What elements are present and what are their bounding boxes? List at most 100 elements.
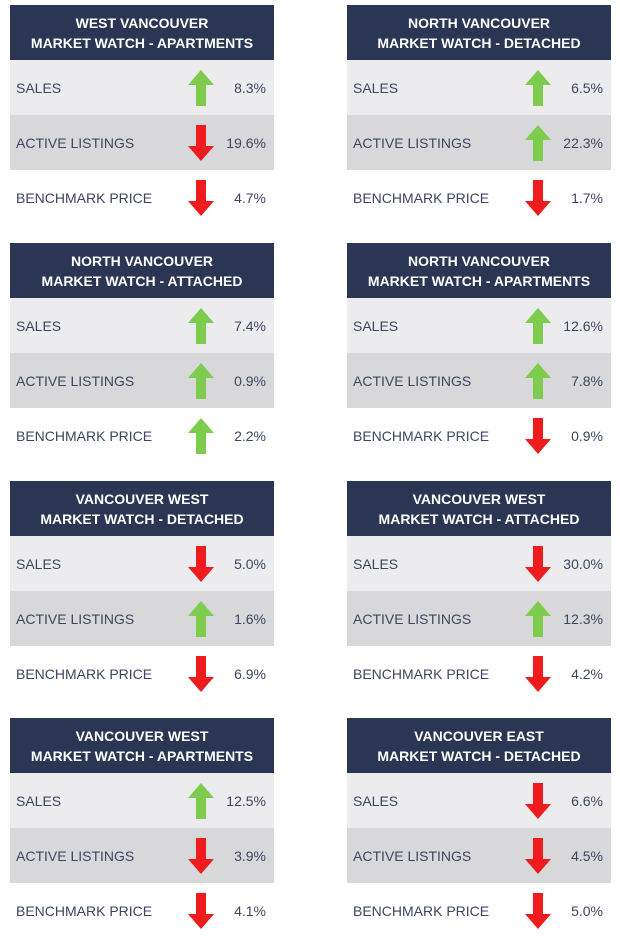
stat-change-value: 12.6%	[563, 317, 603, 334]
arrow-down-icon	[188, 837, 214, 874]
card-category-title: MARKET WATCH - APARTMENTS	[30, 747, 254, 764]
card-header: VANCOUVER WEST MARKET WATCH - APARTMENTS	[10, 718, 274, 773]
stat-row: BENCHMARK PRICE 4.1%	[10, 883, 274, 938]
arrow-up-icon	[525, 69, 551, 106]
card-header: NORTH VANCOUVER MARKET WATCH - DETACHED	[347, 5, 611, 60]
card-category-title: MARKET WATCH - DETACHED	[40, 510, 244, 527]
card-region-title: VANCOUVER WEST	[75, 727, 209, 744]
market-watch-card: WEST VANCOUVER MARKET WATCH - APARTMENTS S…	[10, 5, 274, 225]
arrow-down-icon	[188, 655, 214, 692]
arrow-down-icon	[525, 892, 551, 929]
stat-row: BENCHMARK PRICE 0.9%	[347, 408, 611, 463]
arrow-down-icon	[188, 124, 214, 161]
stat-label: SALES	[353, 792, 399, 809]
stat-change-value: 7.4%	[234, 317, 266, 334]
stat-row: BENCHMARK PRICE 1.7%	[347, 170, 611, 225]
stat-label: BENCHMARK PRICE	[353, 902, 490, 919]
stat-change-value: 4.2%	[571, 665, 603, 682]
stat-change-value: 12.3%	[563, 610, 603, 627]
arrow-up-icon	[188, 307, 214, 344]
stat-row: ACTIVE LISTINGS 0.9%	[10, 353, 274, 408]
stat-row: BENCHMARK PRICE 2.2%	[10, 408, 274, 463]
stat-label: SALES	[353, 555, 399, 572]
stat-change-value: 5.0%	[234, 555, 266, 572]
stat-row: ACTIVE LISTINGS 1.6%	[10, 591, 274, 646]
stat-change-value: 4.1%	[234, 902, 266, 919]
card-region-title: WEST VANCOUVER	[75, 14, 209, 31]
stat-change-value: 1.6%	[234, 610, 266, 627]
card-region-title: NORTH VANCOUVER	[407, 14, 551, 31]
stat-change-value: 2.2%	[234, 427, 266, 444]
arrow-down-icon	[188, 892, 214, 929]
stat-row: ACTIVE LISTINGS 19.6%	[10, 115, 274, 170]
card-category-title: MARKET WATCH - APARTMENTS	[30, 34, 254, 51]
stat-label: BENCHMARK PRICE	[353, 665, 490, 682]
card-header: VANCOUVER WEST MARKET WATCH - ATTACHED	[347, 481, 611, 536]
stat-change-value: 19.6%	[226, 134, 266, 151]
card-header: NORTH VANCOUVER MARKET WATCH - ATTACHED	[10, 243, 274, 298]
stat-row: ACTIVE LISTINGS 4.5%	[347, 828, 611, 883]
market-watch-card: NORTH VANCOUVER MARKET WATCH - APARTMENTS…	[347, 243, 611, 463]
stat-label: SALES	[353, 317, 399, 334]
stat-change-value: 0.9%	[571, 427, 603, 444]
arrow-down-icon	[525, 655, 551, 692]
stat-label: ACTIVE LISTINGS	[16, 847, 135, 864]
stat-change-value: 4.7%	[234, 189, 266, 206]
stat-label: BENCHMARK PRICE	[16, 902, 153, 919]
arrow-down-icon	[525, 837, 551, 874]
stat-change-value: 0.9%	[234, 372, 266, 389]
stat-row: ACTIVE LISTINGS 7.8%	[347, 353, 611, 408]
card-header: NORTH VANCOUVER MARKET WATCH - APARTMENTS	[347, 243, 611, 298]
arrow-down-icon	[525, 782, 551, 819]
arrow-up-icon	[525, 124, 551, 161]
stat-change-value: 3.9%	[234, 847, 266, 864]
arrow-up-icon	[525, 307, 551, 344]
market-watch-card: VANCOUVER EAST MARKET WATCH - DETACHED SAL…	[347, 718, 611, 938]
stat-row: BENCHMARK PRICE 5.0%	[347, 883, 611, 938]
stat-label: BENCHMARK PRICE	[16, 189, 153, 206]
stat-label: BENCHMARK PRICE	[353, 189, 490, 206]
stat-row: ACTIVE LISTINGS 12.3%	[347, 591, 611, 646]
stat-label: ACTIVE LISTINGS	[353, 134, 472, 151]
stat-label: BENCHMARK PRICE	[353, 427, 490, 444]
arrow-up-icon	[188, 417, 214, 454]
stat-row: SALES 12.6%	[347, 298, 611, 353]
market-watch-card: VANCOUVER WEST MARKET WATCH - DETACHED SAL…	[10, 481, 274, 701]
stat-row: BENCHMARK PRICE 4.2%	[347, 646, 611, 701]
arrow-down-icon	[188, 545, 214, 582]
stat-row: BENCHMARK PRICE 4.7%	[10, 170, 274, 225]
stat-change-value: 6.6%	[571, 792, 603, 809]
card-region-title: VANCOUVER WEST	[412, 490, 546, 507]
stat-row: SALES 6.6%	[347, 773, 611, 828]
card-category-title: MARKET WATCH - DETACHED	[377, 747, 581, 764]
card-header: WEST VANCOUVER MARKET WATCH - APARTMENTS	[10, 5, 274, 60]
arrow-up-icon	[188, 69, 214, 106]
market-watch-card: VANCOUVER WEST MARKET WATCH - APARTMENTS S…	[10, 718, 274, 938]
stat-row: BENCHMARK PRICE 6.9%	[10, 646, 274, 701]
stat-change-value: 30.0%	[563, 555, 603, 572]
stat-change-value: 6.9%	[234, 665, 266, 682]
stat-label: ACTIVE LISTINGS	[16, 372, 135, 389]
card-category-title: MARKET WATCH - ATTACHED	[41, 272, 243, 289]
market-watch-card: VANCOUVER WEST MARKET WATCH - ATTACHED SAL…	[347, 481, 611, 701]
stat-label: BENCHMARK PRICE	[16, 665, 153, 682]
card-header: VANCOUVER WEST MARKET WATCH - DETACHED	[10, 481, 274, 536]
stat-row: SALES 8.3%	[10, 60, 274, 115]
arrow-down-icon	[188, 179, 214, 216]
stat-label: SALES	[16, 79, 62, 96]
stat-label: SALES	[353, 79, 399, 96]
card-category-title: MARKET WATCH - DETACHED	[377, 34, 581, 51]
card-header: VANCOUVER EAST MARKET WATCH - DETACHED	[347, 718, 611, 773]
arrow-up-icon	[188, 600, 214, 637]
card-region-title: NORTH VANCOUVER	[70, 252, 214, 269]
stat-change-value: 12.5%	[226, 792, 266, 809]
card-category-title: MARKET WATCH - ATTACHED	[378, 510, 580, 527]
stat-label: SALES	[16, 792, 62, 809]
stat-label: ACTIVE LISTINGS	[353, 372, 472, 389]
stat-change-value: 5.0%	[571, 902, 603, 919]
arrow-up-icon	[188, 362, 214, 399]
arrow-up-icon	[525, 362, 551, 399]
stat-label: ACTIVE LISTINGS	[353, 847, 472, 864]
stat-change-value: 1.7%	[571, 189, 603, 206]
stat-row: SALES 7.4%	[10, 298, 274, 353]
